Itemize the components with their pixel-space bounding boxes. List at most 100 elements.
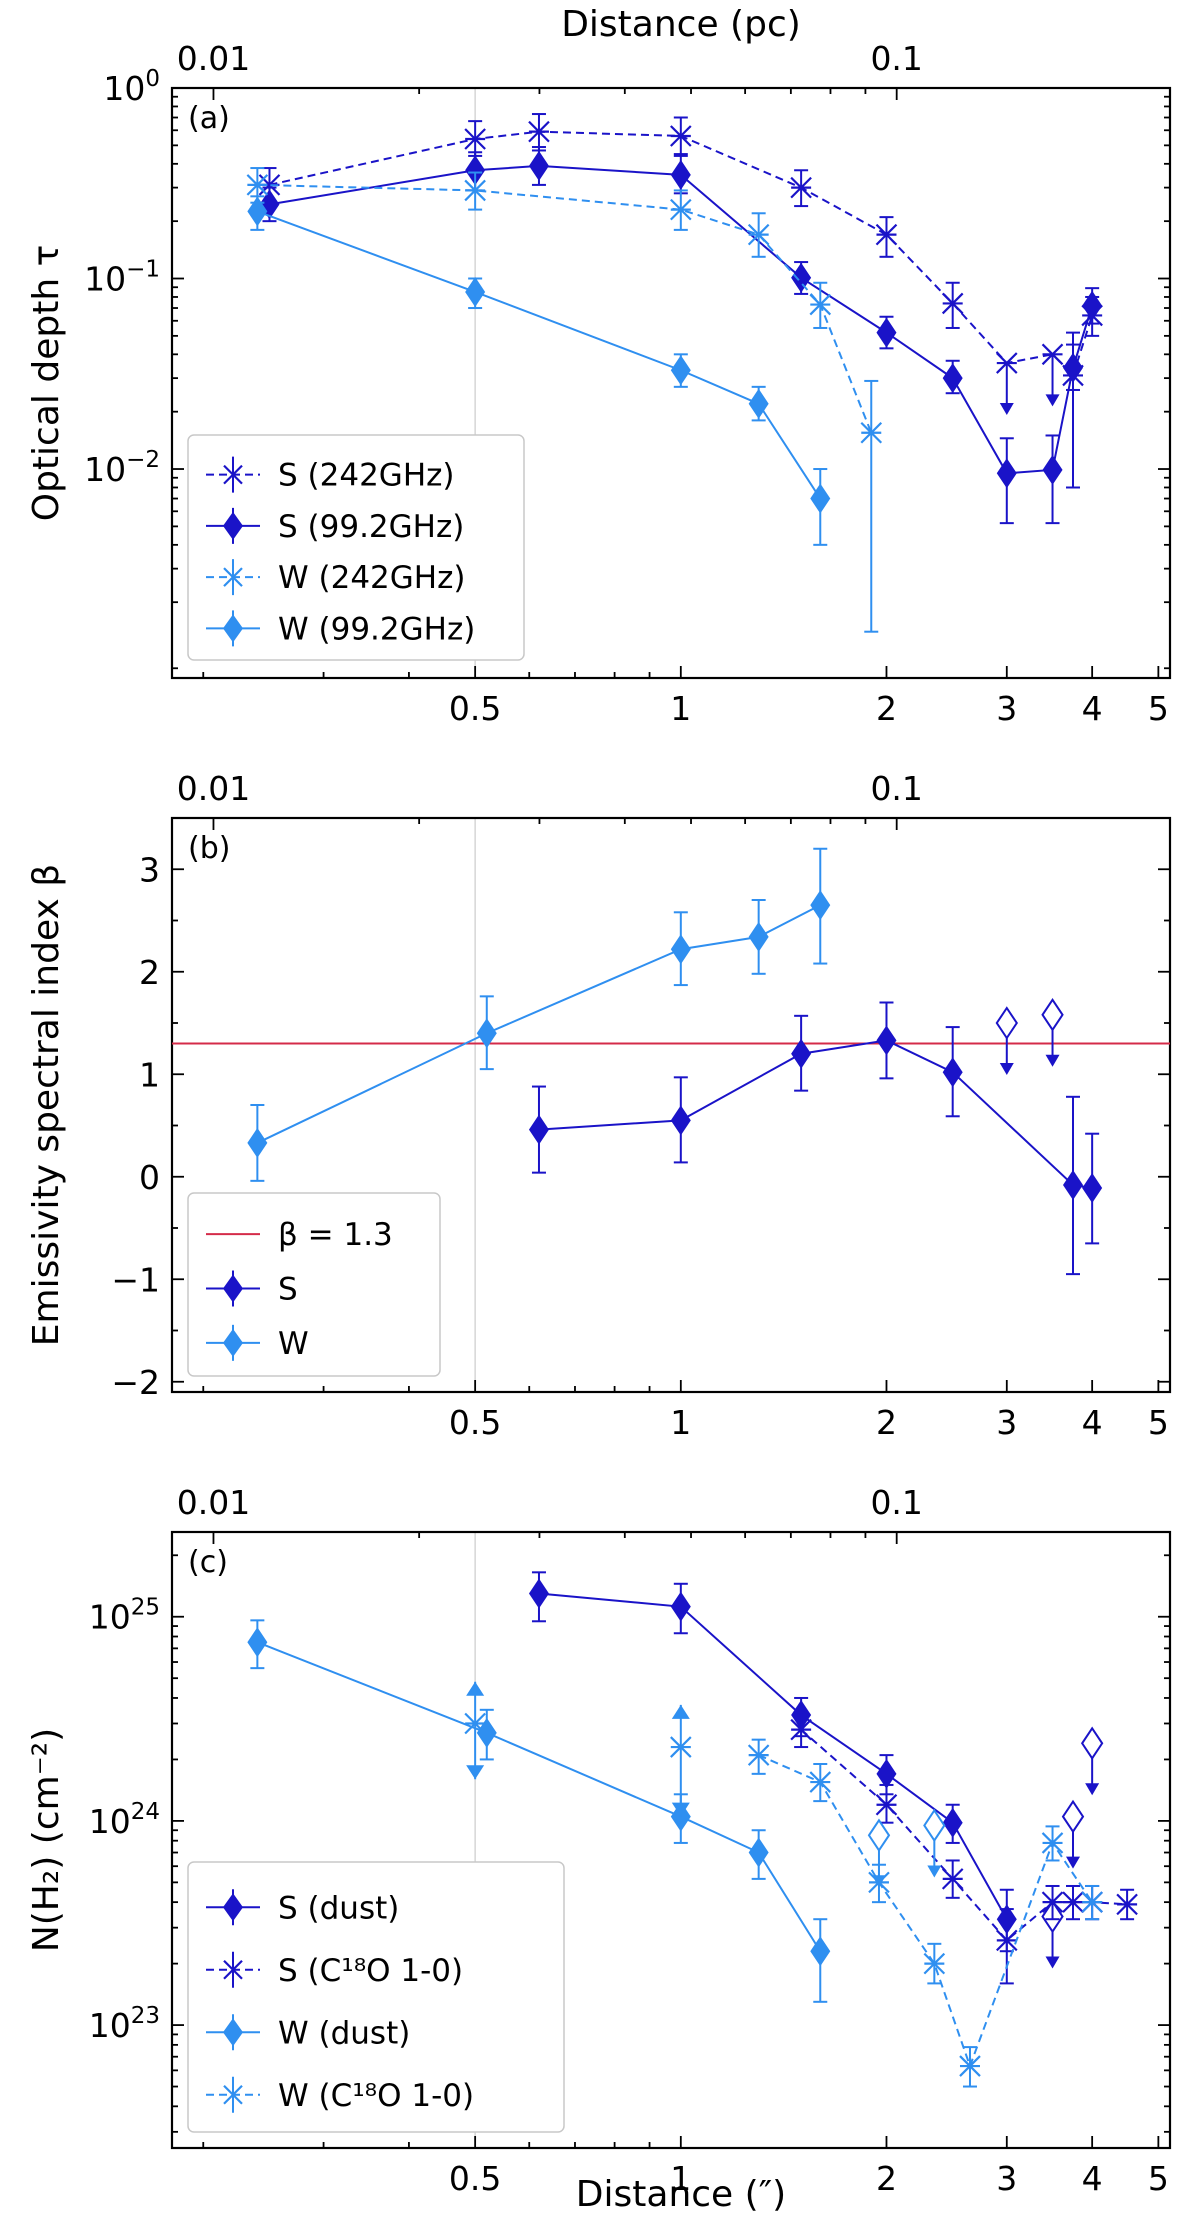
x-tick-label: 1: [670, 2159, 691, 2198]
legend-marker-diamond: [223, 1328, 243, 1357]
y-tick-base: 10: [84, 450, 126, 489]
data-point-x: [1062, 1891, 1084, 1913]
data-point-x: [528, 120, 550, 143]
data-point-x: [809, 293, 832, 316]
y-tick-exponent: 24: [131, 1799, 160, 1825]
x-tick-label: 3: [996, 2159, 1017, 2198]
y-tick-exponent: −2: [126, 447, 160, 473]
upper-limit-arrow: [871, 1875, 886, 1888]
x-tick-label: 2: [876, 1403, 897, 1442]
data-point-x: [1041, 1891, 1064, 1913]
legend-label: W (C¹⁸O 1-0): [278, 2078, 474, 2114]
legend-label: W (dust): [278, 2015, 410, 2051]
data-point-x: [747, 223, 770, 246]
data-point-x: [1041, 1832, 1064, 1854]
y-tick-label: −2: [111, 1363, 160, 1402]
data-point-diamond: [465, 155, 486, 186]
data-point-diamond: [1082, 290, 1103, 321]
upper-limit-arrow: [1085, 1783, 1100, 1796]
y-tick-base: 10: [89, 2006, 131, 2045]
data-point-open-diamond: [867, 1818, 891, 1853]
legend-label: S (dust): [278, 1890, 399, 1926]
x-tick-label: 5: [1148, 2159, 1169, 2198]
data-point-diamond: [670, 1105, 691, 1136]
data-point-x: [747, 1744, 770, 1766]
legend-box: [187, 1192, 441, 1377]
series-group: [247, 1571, 1138, 2088]
legend-marker-x: [223, 464, 243, 485]
y-tick-label: 1023: [89, 2003, 160, 2045]
upper-limit-arrow: [999, 403, 1014, 416]
legend-label: W: [278, 1326, 309, 1362]
legend-label: S (99.2GHz): [278, 509, 464, 545]
x-tick-label: 4: [1082, 1403, 1103, 1442]
lower-limit-arrow: [466, 1681, 485, 1696]
data-point-diamond: [476, 1018, 497, 1049]
data-point-diamond: [876, 1758, 897, 1789]
data-point-diamond: [791, 1038, 812, 1069]
data-point-diamond: [942, 363, 963, 394]
top-axis-title: Distance (pc): [561, 4, 801, 45]
top-tick-label: 0.1: [870, 769, 922, 808]
data-point-diamond: [942, 1057, 963, 1088]
y-tick-label: 1024: [89, 1799, 160, 1841]
x-tick-label: 1: [670, 1403, 691, 1442]
y-axis-label: N(H₂) (cm⁻²): [26, 1728, 67, 1952]
data-point-diamond: [1063, 1169, 1084, 1200]
data-point-x: [875, 223, 898, 246]
y-axis-label: Emissivity spectral index β: [26, 864, 67, 1346]
upper-limit-arrow: [999, 1063, 1014, 1075]
x-tick-label: 0.5: [449, 1403, 501, 1442]
data-point-x: [875, 1793, 898, 1816]
data-point-diamond: [876, 317, 897, 348]
panel-b: 0.5 1 2 3 4 5 0.01 0.1 −2 −1 0 1 2 3 Emissivity spectr…: [26, 769, 1172, 1442]
data-point-diamond: [247, 1627, 268, 1658]
data-point-x: [790, 176, 812, 199]
y-tick-label: 100: [103, 66, 160, 108]
data-point-diamond: [876, 1025, 897, 1056]
data-point-x: [1116, 1893, 1138, 1916]
legend-marker-x: [223, 1959, 243, 1980]
upper-limit-arrow: [927, 1865, 942, 1878]
data-point-diamond: [528, 1114, 549, 1145]
data-point-diamond: [1082, 1173, 1103, 1204]
data-point-open-diamond: [1080, 1726, 1104, 1761]
legend-marker-diamond: [223, 1274, 243, 1303]
legend-label: S: [278, 1272, 298, 1308]
data-point-x: [670, 1736, 692, 1758]
y-tick-base: 10: [103, 69, 145, 108]
top-tick-label: 0.01: [177, 769, 250, 808]
data-point-diamond: [810, 1936, 831, 1967]
y-axis-label: Optical depth τ: [26, 245, 67, 522]
y-tick-base: 10: [89, 1802, 131, 1841]
x-tick-label: 3: [996, 1403, 1017, 1442]
data-point-x: [996, 352, 1018, 374]
top-tick-label: 0.1: [870, 1483, 922, 1522]
top-tick-label: 0.01: [177, 1483, 250, 1522]
legend-marker-diamond: [223, 614, 243, 643]
data-point-diamond: [247, 196, 268, 227]
y-tick-exponent: 23: [131, 2003, 160, 2029]
legend-box: [187, 1861, 565, 2133]
data-point-diamond: [247, 1127, 268, 1158]
data-point-open-diamond: [1061, 1799, 1085, 1834]
upper-limit-arrow: [1045, 1054, 1060, 1067]
data-point-diamond: [670, 159, 691, 190]
data-point-diamond: [810, 890, 831, 921]
data-point-diamond: [748, 921, 769, 952]
y-tick-label: −1: [111, 1260, 160, 1299]
y-tick-exponent: −1: [126, 257, 160, 283]
data-point-x: [1081, 1891, 1103, 1913]
top-tick-label: 0.01: [177, 39, 250, 78]
legend-marker-diamond: [223, 1893, 243, 1922]
data-point-open-diamond: [995, 1006, 1018, 1040]
data-point-diamond: [1063, 352, 1084, 383]
axes-frame: [170, 816, 1172, 1394]
lower-limit-arrow: [671, 1704, 690, 1719]
bottom-axis-title: Distance (″): [576, 2174, 786, 2215]
data-point-x: [809, 1771, 832, 1793]
data-point-open-diamond: [923, 1808, 946, 1843]
legend-box: [187, 434, 525, 661]
x-tick-label: 1: [670, 689, 691, 728]
